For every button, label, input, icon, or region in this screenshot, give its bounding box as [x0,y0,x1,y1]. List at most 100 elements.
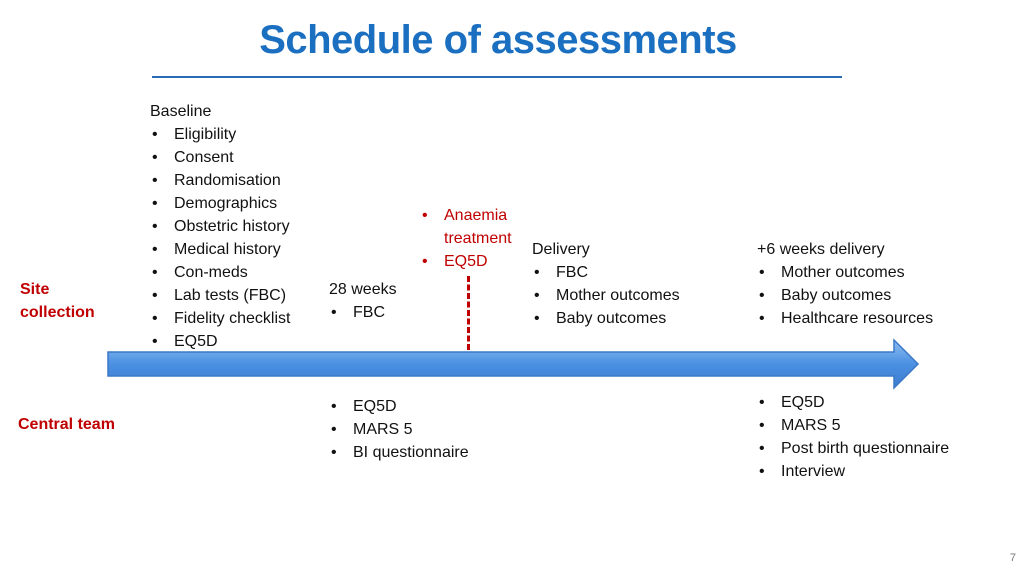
bullet-icon: • [152,149,158,166]
list-item: • Interview [757,460,949,483]
bullet-icon: • [534,264,540,281]
post6-list: • Mother outcomes • Baby outcomes • Healthcar… [757,261,933,330]
list-item-text: Consent [174,149,234,166]
bullet-icon: • [152,172,158,189]
list-item: • Baby outcomes [757,284,933,307]
list-item-text: Con-meds [174,264,248,281]
list-item-text: Healthcare resources [781,310,934,327]
list-item-text: Interview [781,463,846,480]
list-item-text: Medical history [174,241,281,258]
list-item-text: MARS 5 [353,421,413,438]
list-item-text: Lab tests (FBC) [174,287,287,304]
bullet-icon: • [759,394,765,411]
anaemia-block: • Anaemia treatment • EQ5D [420,204,530,273]
bullet-icon: • [331,444,337,461]
bullet-icon: • [152,287,158,304]
list-item: • MARS 5 [757,414,949,437]
list-item-text: EQ5D [781,394,825,411]
list-item: • Fidelity checklist [150,307,290,330]
list-item-text: Baby outcomes [781,287,892,304]
list-item-text: Demographics [174,195,278,212]
list-item: • Consent [150,146,290,169]
list-item-text: FBC [353,304,385,321]
list-item: • Healthcare resources [757,307,933,330]
list-item: • Con-meds [150,261,290,284]
list-item-text: Post birth questionnaire [781,440,950,457]
week28-block: 28 weeks • FBC [329,278,397,324]
list-item: • Medical history [150,238,290,261]
post6-heading: +6 weeks delivery [757,241,885,258]
central-28-block: • EQ5D • MARS 5 • BI questionnaire [329,395,469,464]
list-item: • Mother outcomes [757,261,933,284]
row-label-site-text: Site collection [20,281,95,321]
list-item-text: Randomisation [174,172,281,189]
list-item: • EQ5D [757,391,949,414]
page-number: 7 [1009,552,1016,564]
bullet-icon: • [534,287,540,304]
bullet-icon: • [331,398,337,415]
list-item-text: Baby outcomes [556,310,667,327]
list-item-text: BI questionnaire [353,444,469,461]
timeline-arrow-shape [107,338,920,390]
bullet-icon: • [152,241,158,258]
list-item: • Baby outcomes [532,307,680,330]
delivery-heading: Delivery [532,241,590,258]
delivery-block: Delivery • FBC • Mother outcomes • Baby outco… [532,238,680,330]
row-label-central: Central team [18,416,115,433]
list-item-text: Mother outcomes [781,264,905,281]
bullet-icon: • [152,195,158,212]
row-label-site: Site collection [20,278,120,324]
list-item-text: Eligibility [174,126,237,143]
bullet-icon: • [759,264,765,281]
list-item-text: MARS 5 [781,417,841,434]
list-item: • Post birth questionnaire [757,437,949,460]
central-28-list: • EQ5D • MARS 5 • BI questionnaire [329,395,469,464]
list-item-text: EQ5D [444,253,488,270]
bullet-icon: • [331,304,337,321]
delivery-list: • FBC • Mother outcomes • Baby outcomes [532,261,680,330]
bullet-icon: • [152,126,158,143]
bullet-icon: • [534,310,540,327]
bullet-icon: • [759,440,765,457]
bullet-icon: • [759,417,765,434]
list-item: • Lab tests (FBC) [150,284,290,307]
baseline-heading: Baseline [150,103,212,120]
list-item: • EQ5D [420,250,530,273]
anaemia-list: • Anaemia treatment • EQ5D [420,204,530,273]
list-item: • Eligibility [150,123,290,146]
bullet-icon: • [422,207,428,224]
list-item: • BI questionnaire [329,441,469,464]
list-item: • Randomisation [150,169,290,192]
list-item: • EQ5D [329,395,469,418]
list-item-text: Anaemia treatment [444,207,512,247]
list-item-text: EQ5D [174,333,218,350]
post6-block: +6 weeks delivery • Mother outcomes • Baby … [757,238,933,330]
bullet-icon: • [152,333,158,350]
list-item-text: Mother outcomes [556,287,680,304]
list-item: • MARS 5 [329,418,469,441]
list-item: • Anaemia treatment [420,204,530,250]
list-item: • EQ5D [150,330,290,353]
list-item: • Mother outcomes [532,284,680,307]
bullet-icon: • [152,310,158,327]
page-title: Schedule of assessments [259,18,737,62]
central-post-block: • EQ5D • MARS 5 • Post birth questionnaire • In… [757,391,949,483]
bullet-icon: • [759,287,765,304]
list-item-text: FBC [556,264,588,281]
list-item: • Obstetric history [150,215,290,238]
list-item: • FBC [532,261,680,284]
title-underline [152,76,842,78]
baseline-block: Baseline • Eligibility • Consent • Randomisat… [150,100,290,353]
bullet-icon: • [152,264,158,281]
timeline-arrow [107,338,920,390]
list-item: • Demographics [150,192,290,215]
week28-heading: 28 weeks [329,281,397,298]
baseline-list: • Eligibility • Consent • Randomisation • Demog… [150,123,290,353]
central-post-list: • EQ5D • MARS 5 • Post birth questionnaire • In… [757,391,949,483]
list-item-text: EQ5D [353,398,397,415]
list-item-text: Obstetric history [174,218,290,235]
bullet-icon: • [422,253,428,270]
list-item: • FBC [329,301,397,324]
bullet-icon: • [759,310,765,327]
week28-list: • FBC [329,301,397,324]
